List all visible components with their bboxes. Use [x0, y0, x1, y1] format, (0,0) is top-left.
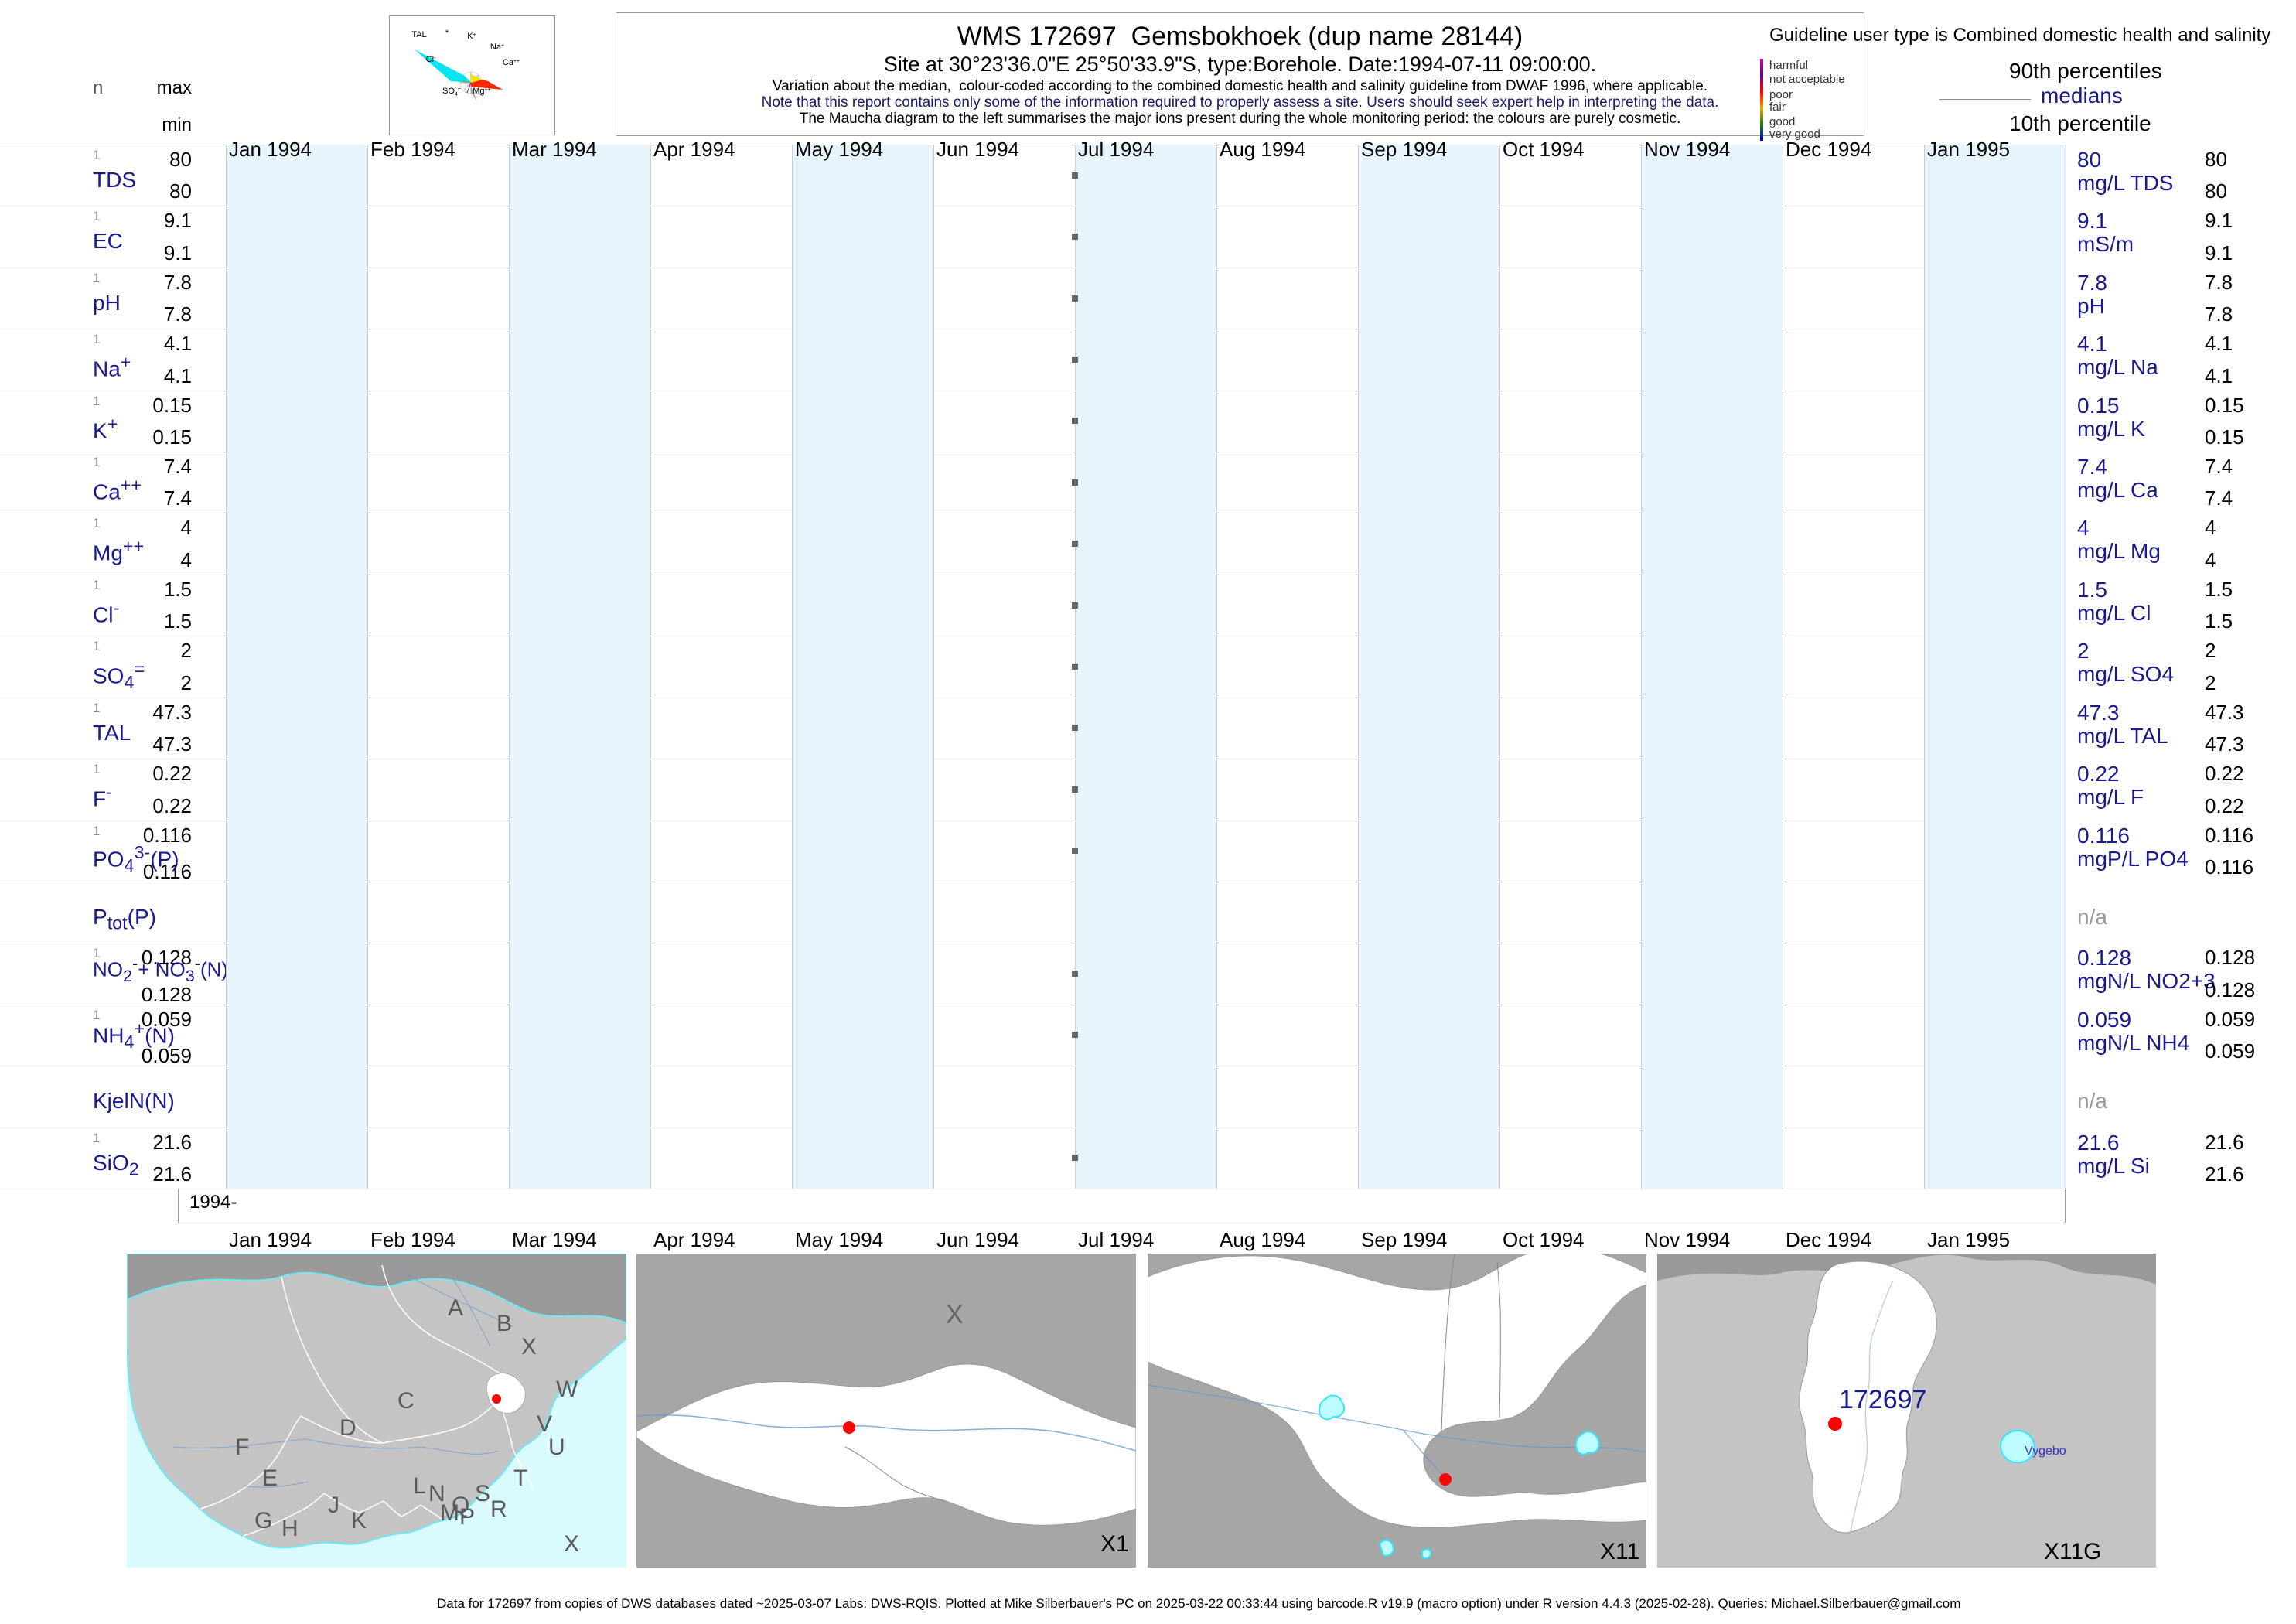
svg-text:SO4=: SO4=	[442, 87, 461, 97]
svg-text:Mg++: Mg++	[473, 87, 490, 96]
svg-text:X: X	[946, 1300, 964, 1329]
svg-text:F: F	[235, 1435, 249, 1460]
svg-text:U: U	[548, 1435, 565, 1460]
svg-text:L: L	[413, 1473, 426, 1499]
svg-text:*: *	[445, 29, 449, 38]
svg-text:X: X	[564, 1531, 579, 1557]
svg-text:Na+: Na+	[490, 43, 504, 52]
svg-text:G: G	[254, 1508, 272, 1534]
svg-text:K: K	[351, 1508, 367, 1534]
svg-text:172697: 172697	[1839, 1385, 1926, 1414]
svg-text:X: X	[521, 1334, 537, 1360]
svg-text:T: T	[513, 1465, 527, 1491]
svg-text:E: E	[262, 1465, 278, 1491]
svg-text:H: H	[281, 1516, 299, 1541]
svg-text:Vygebo: Vygebo	[2025, 1445, 2066, 1458]
svg-text:S: S	[475, 1481, 490, 1506]
svg-text:B: B	[496, 1311, 512, 1336]
svg-text:D: D	[339, 1415, 357, 1441]
svg-text:V: V	[537, 1411, 552, 1437]
svg-text:A: A	[448, 1295, 463, 1321]
svg-text:Ca++: Ca++	[503, 58, 520, 67]
svg-text:X1: X1	[1100, 1531, 1129, 1557]
svg-text:J: J	[328, 1493, 339, 1518]
svg-text:R: R	[490, 1496, 507, 1522]
svg-text:C: C	[397, 1388, 415, 1414]
svg-text:X11: X11	[1600, 1539, 1639, 1564]
svg-text:X11G: X11G	[2044, 1539, 2102, 1564]
svg-text:W: W	[556, 1377, 578, 1402]
svg-text:K+: K+	[467, 32, 476, 41]
svg-text:P: P	[459, 1504, 475, 1530]
svg-text:TAL: TAL	[411, 30, 426, 39]
svg-text:M: M	[440, 1500, 459, 1526]
